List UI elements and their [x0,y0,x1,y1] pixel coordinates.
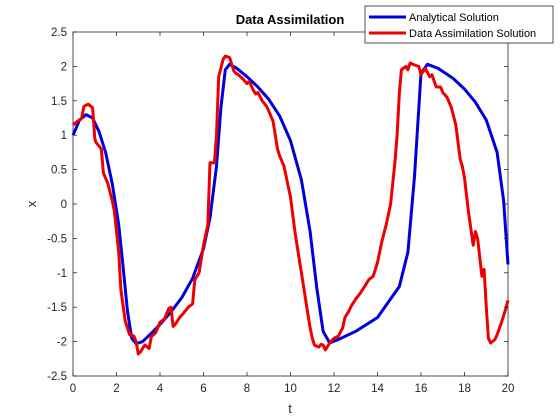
y-tick-label: 1.5 [51,96,67,108]
legend-label-data-assimilation: Data Assimilation Solution [409,28,536,40]
y-tick-label: -2.5 [47,371,67,383]
series-layer [71,54,510,356]
x-tick-label: 16 [415,383,428,395]
x-tick-label: 6 [200,383,206,395]
chart-title: Data Assimilation [236,12,345,27]
legend-box [364,5,554,44]
x-tick-label: 12 [328,383,341,395]
legend: Analytical Solution Data Assimilation So… [364,5,554,44]
x-tick-label: 0 [70,383,76,395]
y-tick-label: 2 [61,61,67,73]
y-tick-label: -2 [57,337,67,349]
x-tick-label: 14 [371,383,384,395]
y-tick-label: -0.5 [47,233,67,245]
x-tick-label: 20 [502,383,515,395]
y-tick-label: 1 [61,130,67,142]
y-tick-label: -1.5 [47,302,67,314]
y-tick-label: 2.5 [51,27,67,39]
x-axis-label: t [288,401,292,416]
y-tick-label: 0 [61,199,67,211]
x-tick-label: 4 [157,383,164,395]
x-tick-label: 2 [113,383,119,395]
y-tick-label: -1 [57,268,67,280]
x-tick-label: 8 [244,383,250,395]
series-line-data-assimilation [72,54,510,356]
x-axis-ticks: 0 2 4 6 8 10 12 14 16 18 20 [70,32,515,395]
legend-label-analytical: Analytical Solution [409,12,499,24]
x-tick-label: 18 [458,383,471,395]
y-tick-label: 0.5 [51,165,67,177]
x-tick-label: 10 [284,383,297,395]
y-axis-label: x [24,200,39,207]
